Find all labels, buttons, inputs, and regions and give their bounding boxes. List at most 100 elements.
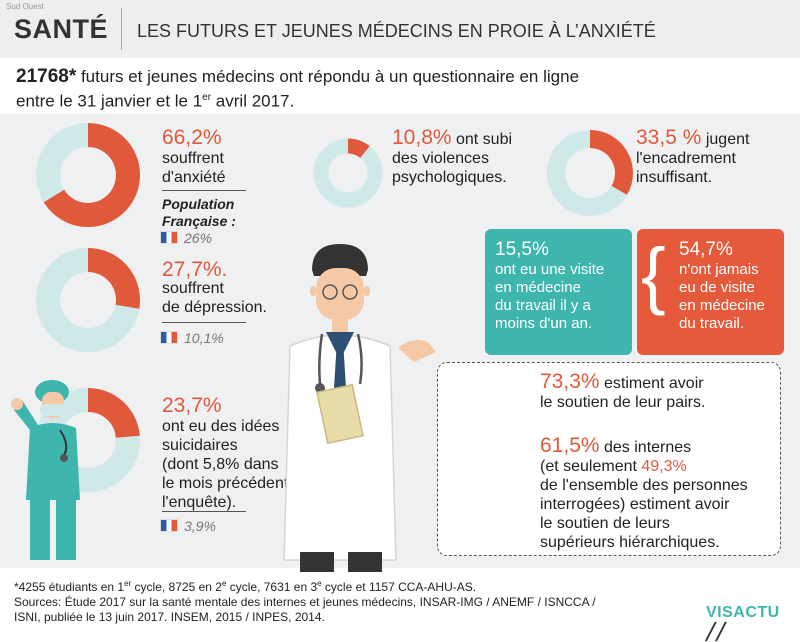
supervision-pct-sign: %	[676, 126, 702, 149]
donut-suicidal-value	[87, 388, 140, 439]
suicidal-pct: 23,7	[162, 394, 203, 417]
intro-line1: futurs et jeunes médecins ont répondu à …	[76, 67, 580, 86]
donut-anxiety-value	[43, 123, 140, 227]
footer-line1a: *4255 étudiants en 1	[14, 580, 125, 594]
header-divider	[121, 8, 122, 50]
footer-sources: *4255 étudiants en 1er cycle, 8725 en 2e…	[14, 576, 654, 625]
supervision-pct: 33,5	[636, 126, 677, 149]
suicidal-line1: ont eu des idées	[162, 418, 280, 435]
interns-text1: des internes	[599, 439, 692, 456]
supervision-text3: insuffisant.	[636, 169, 713, 186]
orange-box: { 54,7% n'ont jamais eu de visite en méd…	[637, 229, 784, 355]
brace-icon: {	[641, 233, 666, 316]
intro-line2a: entre le 31 janvier et le 1	[16, 91, 203, 111]
footer-line3: ISNI, publiée le 13 juin 2017. INSEM, 20…	[14, 610, 325, 624]
interns-pct-sign: %	[580, 434, 600, 457]
depression-line1: souffrent	[162, 280, 224, 297]
population-label-2: Française :	[162, 213, 236, 229]
teal-line3: du travail il y a	[495, 297, 591, 314]
orange-line4: du travail.	[679, 315, 745, 332]
orange-line2: eu de visite	[679, 279, 755, 296]
header-bar	[0, 0, 800, 58]
depression-ref-value: 10,1%	[184, 330, 224, 346]
support-panel	[437, 362, 781, 556]
interns-text4: interrogées) estiment avoir	[540, 496, 730, 513]
suicidal-pct-sign: %	[202, 394, 222, 417]
orange-line3: en médecine	[679, 297, 765, 314]
doctor-illustration	[283, 244, 436, 572]
stat-depression: 27,7%. souffrent de dépression.	[162, 259, 267, 317]
supervision-text1: jugent	[701, 131, 750, 148]
footer-line1: *4255 étudiants en 1er cycle, 8725 en 2e…	[14, 576, 654, 595]
logo-part-a: VIS	[706, 604, 734, 621]
footer-line1c: cycle, 7631 en 3	[226, 580, 318, 594]
footer-line2: Sources: Étude 2017 sur la santé mentale…	[14, 595, 596, 609]
teal-line2: en médecine	[495, 279, 581, 296]
donut-depression-value	[87, 248, 140, 309]
french-flag-icon	[160, 331, 178, 344]
category-title: SANTÉ	[14, 14, 109, 44]
footer-sup3: e	[317, 579, 322, 588]
depression-line2: de dépression.	[162, 299, 267, 316]
interns-pct: 61,5	[540, 434, 581, 457]
violence-text3: psychologiques.	[392, 169, 507, 186]
interns-text3: de l'ensemble des personnes	[540, 477, 748, 494]
footer-line1b: cycle, 8725 en 2	[131, 580, 222, 594]
anxiety-rule	[162, 190, 246, 191]
teal-box: 15,5% ont eu une visite en médecine du t…	[485, 229, 632, 355]
footer-sup2: e	[221, 579, 227, 588]
french-flag-icon	[160, 519, 178, 532]
suicidal-line2: suicidaires	[162, 437, 238, 454]
intro-text: 21768* futurs et jeunes médecins ont rép…	[16, 66, 796, 112]
stat-suicidal: 23,7% ont eu des idées suicidaires (dont…	[162, 394, 289, 512]
violence-pct: 10,8%	[392, 126, 452, 149]
respondent-count: 21768*	[16, 66, 77, 87]
logo-part-b: ACTU	[733, 604, 780, 621]
anxiety-line1: souffrent	[162, 150, 224, 167]
population-label-1: Population	[162, 196, 235, 212]
peers-text2: le soutien de leur pairs.	[540, 394, 706, 411]
supervision-text2: l'encadrement	[636, 150, 736, 167]
teal-line4: moins d'un an.	[495, 315, 593, 332]
suicidal-ref-value: 3,9%	[184, 518, 216, 534]
interns-text2-pct: 49,3%	[641, 458, 687, 475]
depression-rule	[162, 322, 246, 323]
violence-text2: des violences	[392, 150, 489, 167]
intro-line2b: avril 2017.	[211, 91, 295, 111]
peers-pct: 73,3%	[540, 370, 600, 393]
donut-violence-value	[347, 138, 370, 159]
suicidal-rule	[162, 511, 246, 512]
stat-supervision: 33,5 % jugent l'encadrement insuffisant.	[636, 126, 750, 187]
peers-text1: estiment avoir	[599, 375, 704, 392]
footer-sup1: er	[124, 579, 132, 588]
anxiety-pct-sign: %	[202, 126, 222, 149]
anxiety-line2: d'anxiété	[162, 169, 226, 186]
suicidal-line4: le mois précédent	[162, 475, 289, 492]
headline: LES FUTURS ET JEUNES MÉDECINS EN PROIE À…	[137, 21, 656, 41]
brand-small: Sud Ouest	[6, 2, 44, 11]
french-flag-icon	[160, 231, 178, 244]
donut-layer	[36, 123, 633, 492]
interns-text6: supérieurs hiérarchiques.	[540, 534, 720, 551]
surgeon-illustration	[11, 380, 80, 560]
donut-supervision-value	[589, 130, 633, 195]
population-label: Population Française :	[162, 196, 236, 230]
anxiety-ref-value: 26%	[184, 230, 213, 246]
intro-sup: er	[202, 92, 212, 103]
peers-stat: 73,3% estiment avoir le soutien de leur …	[540, 370, 706, 412]
interns-text5: le soutien de leurs	[540, 515, 670, 532]
suicidal-ref: 3,9%	[160, 518, 216, 534]
visactu-logo: VISACTU ╱╱	[706, 604, 780, 641]
interns-stat: 61,5% des internes (et seulement 49,3% d…	[540, 434, 748, 552]
suicidal-line3: (dont 5,8% dans	[162, 456, 279, 473]
footer-line1d: cycle et 1157 CCA-AHU-AS.	[321, 580, 477, 594]
violence-text1: ont subi	[451, 131, 513, 148]
stat-anxiety: 66,2% souffrent d'anxiété	[162, 126, 226, 187]
suicidal-line5: l'enquête).	[162, 494, 237, 511]
anxiety-ref: 26%	[160, 230, 212, 246]
teal-pct: 15,5%	[495, 239, 549, 260]
depression-ref: 10,1%	[160, 330, 224, 346]
orange-pct: 54,7%	[679, 239, 733, 260]
interns-text2a: (et seulement	[540, 458, 642, 475]
anxiety-pct: 66,2	[162, 126, 203, 149]
